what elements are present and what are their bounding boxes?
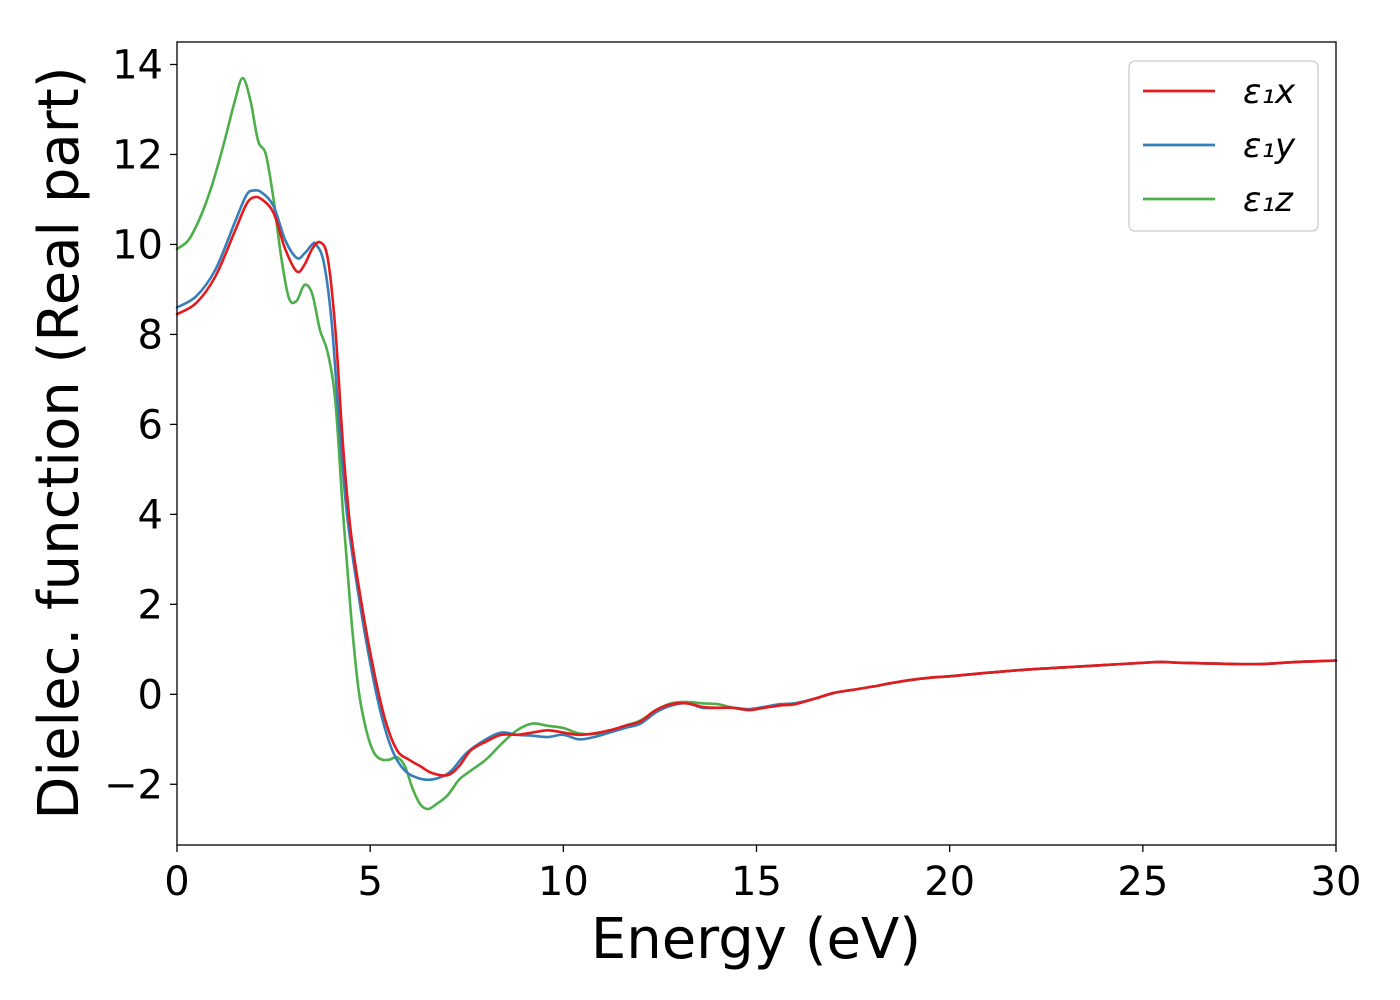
y-tick-label: 2 bbox=[138, 582, 163, 628]
y-tick-label: 4 bbox=[138, 492, 163, 538]
legend-entry-eps1y-label: ε₁y bbox=[1243, 126, 1296, 166]
y-tick-label: 8 bbox=[138, 312, 163, 358]
legend-box bbox=[1128, 60, 1319, 232]
x-axis-ticks: 0 5 10 15 20 25 30 bbox=[164, 845, 1361, 905]
legend-items: ε₁x ε₁y ε₁z bbox=[1143, 72, 1296, 220]
x-axis-label: Energy (eV) bbox=[591, 907, 921, 972]
y-tick-label: 14 bbox=[112, 42, 163, 88]
legend-entry-eps1z-label: ε₁z bbox=[1243, 180, 1294, 220]
x-tick-label: 5 bbox=[357, 859, 382, 905]
x-tick-label: 25 bbox=[1117, 859, 1168, 905]
y-tick-label: 10 bbox=[112, 222, 163, 268]
legend-entry-eps1x-label: ε₁x bbox=[1243, 72, 1296, 112]
series-line-eps1x bbox=[175, 195, 1338, 777]
x-tick-label: 20 bbox=[924, 859, 975, 905]
y-tick-label: 0 bbox=[138, 672, 163, 718]
y-axis-label: Dielec. function (Real part) bbox=[27, 66, 92, 819]
y-tick-label: 12 bbox=[112, 132, 163, 178]
series-layer bbox=[175, 76, 1338, 811]
y-tick-label: −2 bbox=[104, 762, 163, 808]
x-tick-label: 15 bbox=[731, 859, 782, 905]
y-tick-label: 6 bbox=[138, 402, 163, 448]
legend: ε₁x ε₁y ε₁z bbox=[1128, 60, 1319, 232]
x-tick-label: 10 bbox=[538, 859, 589, 905]
y-axis-ticks: −2 0 2 4 6 8 10 12 14 bbox=[104, 42, 177, 808]
x-tick-label: 30 bbox=[1311, 859, 1362, 905]
x-tick-label: 0 bbox=[164, 859, 189, 905]
